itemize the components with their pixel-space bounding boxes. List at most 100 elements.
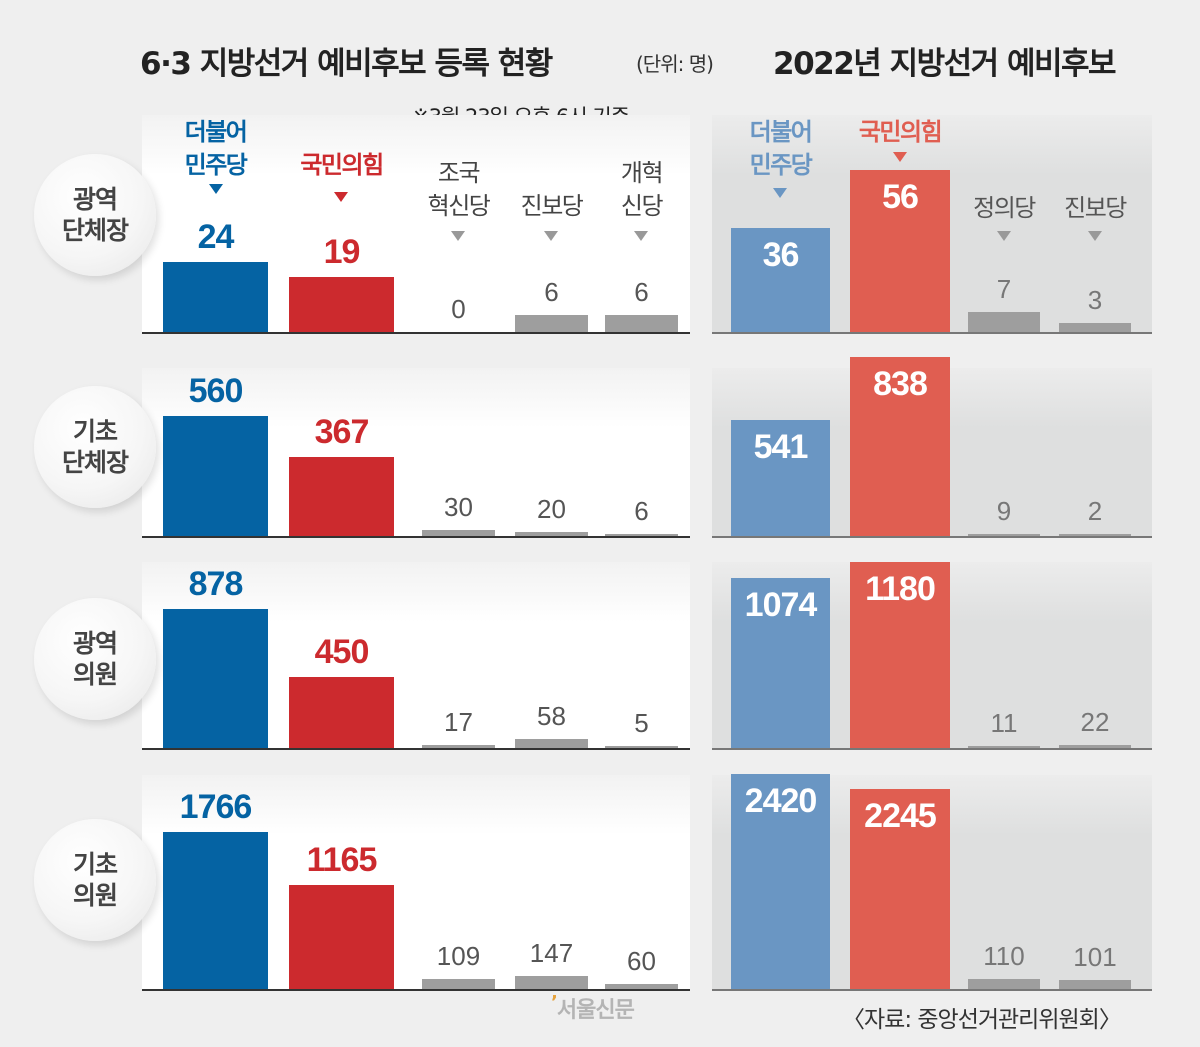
bar-2026-1-5 bbox=[605, 314, 678, 332]
value-label-2022: 11 bbox=[990, 708, 1018, 738]
bar-2022-3-4 bbox=[1059, 744, 1131, 748]
value-label-2026: 5 bbox=[634, 708, 649, 738]
bar-2026-3-1 bbox=[163, 609, 268, 748]
newspaper-logo: ’서울신문 bbox=[551, 992, 635, 1024]
category-label-3: 광역 의원 bbox=[34, 598, 156, 720]
value-label-2026: 30 bbox=[444, 491, 473, 522]
value-label-2022: 110 bbox=[983, 941, 1025, 972]
value-label-2026: 878 bbox=[188, 565, 244, 604]
value-label-2026: 367 bbox=[314, 413, 370, 452]
bar-2026-3-5 bbox=[605, 746, 678, 748]
bar-2022-2-4 bbox=[1059, 534, 1131, 536]
value-label-2026: 6 bbox=[544, 276, 559, 307]
value-label-2026: 20 bbox=[537, 493, 566, 524]
bar-2026-4-1 bbox=[163, 831, 268, 989]
value-label-2022: 541 bbox=[753, 428, 809, 467]
bar-2022-1-3 bbox=[968, 311, 1040, 332]
bar-2026-2-5 bbox=[605, 534, 678, 536]
bar-2026-4-2 bbox=[289, 885, 394, 989]
axis-right-row-3 bbox=[712, 748, 1152, 750]
bar-2022-4-1 bbox=[731, 773, 830, 989]
value-label-2022: 101 bbox=[1073, 942, 1117, 972]
party-label-2026: 국민의힘 bbox=[300, 151, 384, 179]
party-label-2022: 정의당 bbox=[973, 194, 1036, 222]
value-label-2026: 1766 bbox=[179, 787, 253, 826]
source-note: 〈자료: 중앙선거관리위원회〉 bbox=[842, 1007, 1122, 1033]
value-label-2022: 2245 bbox=[864, 797, 937, 836]
value-label-2026: 0 bbox=[451, 294, 466, 324]
bar-2026-1-1 bbox=[163, 262, 268, 332]
axis-right-row-1 bbox=[712, 332, 1152, 334]
axis-left-row-2 bbox=[142, 536, 690, 538]
bar-2022-3-2 bbox=[850, 561, 950, 748]
value-label-2026: 147 bbox=[529, 937, 574, 968]
bar-2022-4-3 bbox=[968, 979, 1040, 989]
value-label-2026: 6 bbox=[634, 276, 649, 307]
triangle-down-icon bbox=[634, 231, 648, 241]
value-label-2026: 17 bbox=[444, 707, 473, 738]
category-label-4: 기초 의원 bbox=[34, 819, 156, 941]
triangle-down-icon bbox=[893, 152, 907, 162]
axis-left-row-1 bbox=[142, 332, 690, 334]
bar-2022-2-2 bbox=[850, 356, 950, 536]
axis-right-row-2 bbox=[712, 536, 1152, 538]
triangle-down-icon bbox=[209, 184, 223, 194]
bar-2022-4-4 bbox=[1059, 980, 1131, 989]
bar-2022-1-4 bbox=[1059, 323, 1131, 332]
chart-title-left: 6·3 지방선거 예비후보 등록 현황 bbox=[140, 46, 553, 82]
value-label-2026: 560 bbox=[188, 372, 244, 411]
bar-2026-3-2 bbox=[289, 676, 394, 748]
bar-2026-3-3 bbox=[422, 745, 495, 748]
triangle-down-icon bbox=[451, 231, 465, 241]
bar-2022-3-3 bbox=[968, 746, 1040, 748]
logo-mark-icon: ’ bbox=[551, 992, 558, 1013]
bar-2026-2-2 bbox=[289, 457, 394, 536]
party-label-2022: 진보당 bbox=[1064, 194, 1127, 222]
bar-2026-4-3 bbox=[422, 979, 495, 989]
triangle-down-icon bbox=[773, 188, 787, 198]
value-label-2026: 60 bbox=[627, 945, 656, 976]
value-label-2026: 58 bbox=[537, 700, 566, 731]
bar-2022-3-1 bbox=[731, 578, 830, 748]
value-label-2022: 838 bbox=[873, 364, 928, 403]
triangle-down-icon bbox=[997, 231, 1011, 241]
axis-left-row-4 bbox=[142, 989, 690, 991]
value-label-2022: 3 bbox=[1087, 285, 1103, 316]
value-label-2026: 6 bbox=[634, 496, 649, 526]
unit-label: (단위: 명) bbox=[636, 52, 714, 76]
party-label-2022: 국민의힘 bbox=[858, 118, 943, 146]
value-label-2022: 22 bbox=[1080, 706, 1110, 737]
value-label-2022: 1180 bbox=[865, 569, 936, 608]
value-label-2022: 9 bbox=[996, 496, 1012, 526]
bar-2022-1-2 bbox=[850, 169, 950, 332]
party-label-2026: 개혁 신당 bbox=[620, 159, 664, 220]
value-label-2026: 1165 bbox=[306, 841, 378, 880]
party-label-2026: 진보당 bbox=[520, 192, 584, 220]
value-label-2026: 24 bbox=[197, 218, 235, 257]
bar-2022-4-2 bbox=[850, 789, 950, 989]
value-label-2022: 7 bbox=[996, 273, 1012, 304]
triangle-down-icon bbox=[544, 231, 558, 241]
bar-2026-2-1 bbox=[163, 416, 268, 536]
bar-2026-4-4 bbox=[515, 975, 588, 989]
logo-text: 서울신문 bbox=[556, 998, 635, 1023]
party-label-2022: 더불어 민주당 bbox=[749, 118, 813, 179]
triangle-down-icon bbox=[334, 192, 348, 202]
value-label-2026: 109 bbox=[436, 941, 481, 972]
axis-left-row-3 bbox=[142, 748, 690, 750]
bar-2022-2-3 bbox=[968, 534, 1040, 536]
bar-2026-3-4 bbox=[515, 738, 588, 748]
party-label-2026: 조국 혁신당 bbox=[427, 159, 491, 220]
category-label-2: 기초 단체장 bbox=[34, 386, 156, 508]
value-label-2022: 2 bbox=[1087, 496, 1103, 526]
bar-2022-1-1 bbox=[731, 227, 830, 332]
value-label-2022: 36 bbox=[762, 235, 800, 274]
bar-2026-2-3 bbox=[422, 529, 495, 536]
value-label-2022: 56 bbox=[882, 177, 919, 216]
axis-right-row-4 bbox=[712, 989, 1152, 991]
bar-2026-1-2 bbox=[289, 276, 394, 332]
value-label-2026: 19 bbox=[323, 232, 361, 271]
chart-title-right: 2022년 지방선거 예비후보 bbox=[773, 46, 1117, 82]
triangle-down-icon bbox=[1088, 231, 1102, 241]
party-label-2026: 더불어 민주당 bbox=[184, 118, 248, 179]
